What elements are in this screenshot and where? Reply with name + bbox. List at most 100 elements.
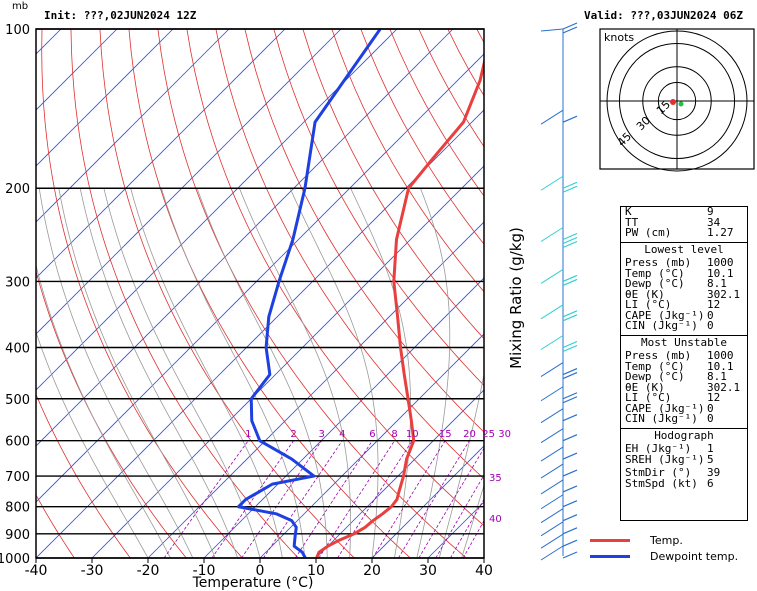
index-value: 1000 [707, 256, 734, 269]
wind-barb [562, 485, 578, 493]
valid-time: Valid: ???,03JUN2024 06Z [584, 9, 743, 22]
wind-barb-staff [540, 446, 564, 462]
index-row: θE (K) 302.1 [621, 380, 747, 394]
index-row: LI (°C) 12 [621, 298, 747, 311]
wind-barb-staff [540, 508, 564, 524]
wind-barb [562, 452, 578, 460]
wind-barb [562, 310, 578, 318]
mixing-ratio-label: 25 [482, 429, 495, 440]
index-value: 302.1 [707, 287, 741, 301]
wind-barb [562, 514, 578, 522]
x-tick-label: 40 [475, 563, 493, 579]
x-tick-label: -20 [137, 563, 160, 579]
index-value: 34 [707, 215, 721, 229]
mixing-ratio-label: 8 [391, 429, 397, 440]
isotherm-line [203, 277, 484, 558]
wind-barbs [540, 22, 578, 561]
moist-adiabat-line [79, 188, 238, 558]
index-value: 8.1 [707, 277, 727, 290]
wind-barb-staff [540, 521, 564, 537]
pressure-tick-label: 200 [5, 182, 30, 197]
wind-barb [562, 539, 578, 547]
index-key: Temp (°C) [625, 359, 685, 373]
wind-barb [562, 344, 578, 353]
init-time: Init: ???,02JUN2024 12Z [44, 9, 197, 22]
dry-adiabat-line [186, 29, 484, 527]
isotherm-line [36, 29, 286, 279]
temperature-profile [315, 57, 484, 558]
index-value: 6 [707, 476, 714, 490]
mixing-ratio-label: 1 [245, 429, 251, 440]
pressure-tick-label: 700 [5, 470, 30, 485]
wind-barb-staff [540, 463, 564, 479]
index-value: 0 [707, 401, 714, 415]
x-axis-title: Temperature (°C) [192, 575, 314, 591]
mixing-ratio-label: 10 [406, 429, 419, 440]
wind-barb [562, 396, 578, 404]
isotherm-line [371, 445, 484, 558]
isotherm-line [36, 29, 174, 167]
legend-temp-label: Temp. [650, 533, 683, 547]
mixing-ratio-line [163, 440, 249, 558]
legend-temp-swatch [590, 538, 630, 542]
index-value: 8.1 [707, 370, 727, 383]
wind-barb-staff [540, 428, 564, 444]
hodograph-trace-high [678, 101, 684, 107]
index-key: Press (mb) [625, 349, 692, 362]
index-value: 39 [707, 466, 721, 479]
index-value: 5 [707, 452, 714, 466]
x-tick-label: -40 [25, 563, 48, 579]
index-row: TT 34 [621, 215, 747, 229]
wind-barb [562, 414, 578, 422]
moist-adiabat-line [289, 188, 379, 558]
pressure-tick-label: 800 [5, 501, 30, 516]
index-value: 9 [707, 205, 714, 218]
moist-adiabat-line [160, 188, 306, 558]
index-row: Press (mb) 1000 [621, 256, 747, 269]
dry-adiabat-line [41, 29, 243, 558]
index-key: Dewp (°C) [625, 370, 685, 383]
moist-adiabat-line [483, 556, 484, 558]
index-value: 0 [707, 308, 714, 322]
index-row: CIN (Jkg⁻¹) 0 [621, 319, 747, 332]
index-key: LI (°C) [625, 298, 672, 311]
dewpoint-profile [236, 29, 382, 558]
pressure-tick-label: 500 [5, 393, 30, 408]
x-tick-label: 20 [363, 563, 381, 579]
index-key: Temp (°C) [625, 266, 685, 280]
dry-adiabat-line [331, 29, 484, 293]
dry-adiabat-line [70, 29, 299, 558]
index-value: 302.1 [707, 380, 741, 394]
wind-barb [562, 274, 578, 282]
pressure-tick-label: 600 [5, 435, 30, 450]
isotherm-line [91, 165, 484, 558]
index-key: CIN (Jkg⁻¹) [625, 319, 698, 332]
wind-barb [562, 314, 578, 322]
index-row: CAPE (Jkg⁻¹) 0 [621, 308, 747, 322]
wind-barb [562, 236, 578, 245]
hodograph-title: Hodograph [621, 427, 747, 445]
pressure-tick-label: 900 [5, 528, 30, 543]
wind-barb [562, 434, 578, 442]
mixing-ratio-label: 35 [489, 473, 502, 484]
index-value: 1000 [707, 349, 734, 362]
index-row: LI (°C) 12 [621, 392, 747, 404]
pressure-tick-label: 100 [5, 23, 30, 38]
legend-dewpoint-label: Dewpoint temp. [650, 549, 739, 563]
index-key: StmDir (°) [625, 466, 692, 479]
isotherm-line [36, 29, 342, 335]
index-key: CAPE (Jkg⁻¹) [625, 401, 705, 415]
stability-indices-panel: K 9 TT 34 PW (cm) 1.27 Lowest level Press (mb… [620, 206, 748, 521]
wind-barb [562, 340, 578, 349]
legend-dewpoint-swatch [590, 554, 630, 558]
wind-barb [562, 26, 578, 34]
legend-entry-dewpoint: Dewpoint temp. [590, 548, 738, 564]
wind-barb [562, 185, 578, 193]
index-row: PW (cm) 1.27 [621, 226, 747, 239]
mixing-ratio-label: 6 [369, 429, 375, 440]
index-value: 12 [707, 298, 721, 311]
index-value: 1.27 [707, 226, 734, 239]
dry-adiabat-line [360, 29, 484, 245]
